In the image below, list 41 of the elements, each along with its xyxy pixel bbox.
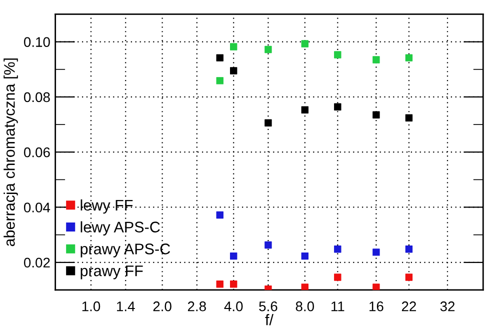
point: [264, 241, 272, 249]
point: [230, 43, 238, 50]
legend-label: prawy APS-C: [80, 244, 170, 258]
point: [405, 54, 413, 62]
y-tick-label: 0.04: [24, 202, 50, 212]
point: [405, 246, 413, 253]
point: [230, 67, 238, 74]
legend-label: lewy APS-C: [80, 221, 160, 236]
point: [405, 114, 413, 122]
x-tick-label: 5.6: [259, 301, 278, 312]
point: [301, 284, 308, 290]
x-tick-label: 2.8: [188, 301, 206, 312]
point: [334, 51, 342, 58]
x-tick-label: 16: [370, 301, 384, 312]
x-tick-label: 32: [440, 301, 455, 312]
point: [230, 252, 238, 260]
point: [334, 246, 342, 253]
x-axis-title: f/: [265, 314, 274, 326]
x-tick-label: 4.0: [224, 301, 243, 312]
point: [301, 252, 308, 260]
y-tick-label: 0.10: [24, 37, 50, 47]
y-tick-label: 0.06: [24, 147, 50, 158]
x-tick-label: 11: [332, 302, 344, 312]
point: [230, 280, 238, 288]
point: [264, 46, 272, 54]
point: [264, 119, 272, 126]
x-tick-label: 8.0: [296, 301, 314, 312]
y-tick-label: 0.02: [24, 258, 50, 268]
x-tick-label: 1.4: [117, 302, 135, 312]
x-tick-label: 1.0: [82, 301, 100, 312]
point: [301, 40, 308, 48]
point: [301, 106, 308, 114]
point: [405, 274, 413, 281]
legend-label: prawy FF: [80, 266, 143, 280]
y-tick-label: 0.08: [24, 92, 50, 102]
point: [334, 103, 342, 110]
x-tick-label: 2.0: [153, 301, 172, 312]
point: [334, 274, 342, 281]
y-axis-title: aberracja chromatyczna [%]: [4, 58, 18, 246]
x-tick-label: 22: [402, 301, 416, 312]
legend-label: lewy FF: [80, 199, 133, 214]
